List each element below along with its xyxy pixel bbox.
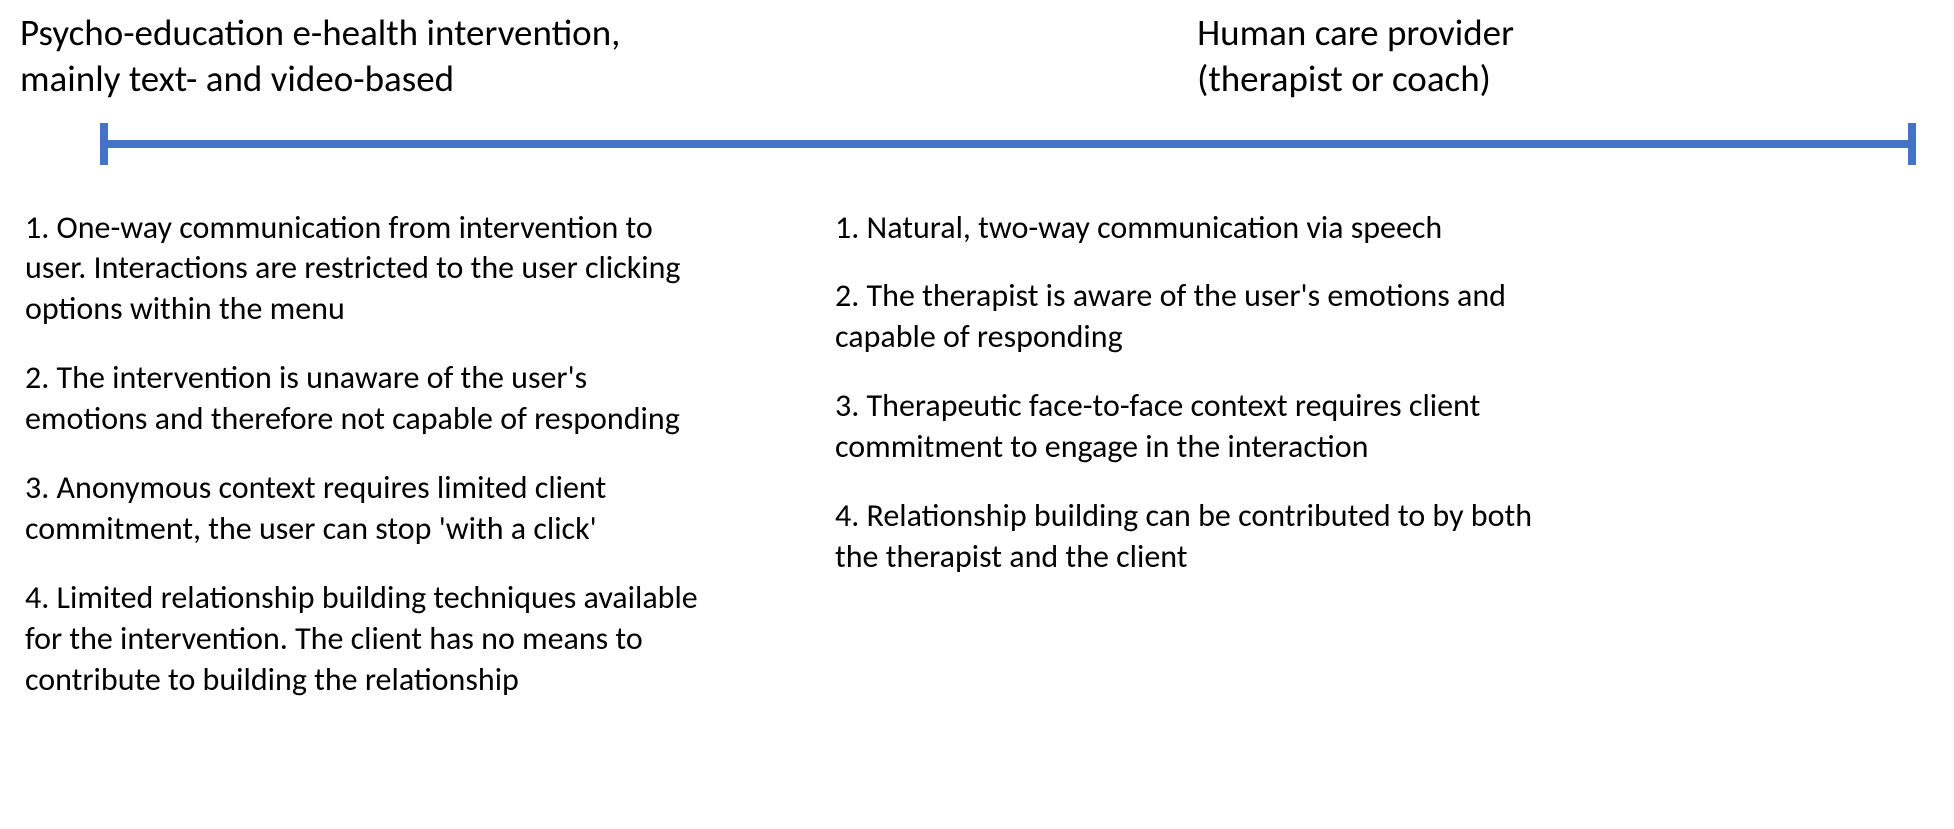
spectrum-tick-right [1908,123,1916,165]
right-point-2: 2. The therapist is aware of the user's … [835,276,1555,358]
header-row: Psycho-education e-health intervention, … [20,10,1934,103]
header-left: Psycho-education e-health intervention, … [20,10,620,103]
right-point-3: 3. Therapeutic face-to-face context requ… [835,386,1555,468]
left-point-3: 3. Anonymous context requires limited cl… [25,468,710,550]
left-point-4: 4. Limited relationship building techniq… [25,578,710,701]
spectrum-bar [100,140,1916,148]
header-left-line1: Psycho-education e-health intervention, [20,10,620,56]
right-point-1: 1. Natural, two-way communication via sp… [835,208,1555,249]
header-right-line1: Human care provider [1197,10,1514,56]
left-point-1: 1. One-way communication from interventi… [25,208,710,331]
column-left: 1. One-way communication from interventi… [25,208,710,730]
header-left-line2: mainly text- and video-based [20,56,620,102]
spectrum-line [100,118,1916,168]
header-right: Human care provider (therapist or coach) [1197,10,1514,103]
column-right: 1. Natural, two-way communication via sp… [835,208,1555,730]
right-point-4: 4. Relationship building can be contribu… [835,496,1555,578]
header-right-line2: (therapist or coach) [1197,56,1514,102]
left-point-2: 2. The intervention is unaware of the us… [25,358,710,440]
columns-container: 1. One-way communication from interventi… [20,208,1934,730]
